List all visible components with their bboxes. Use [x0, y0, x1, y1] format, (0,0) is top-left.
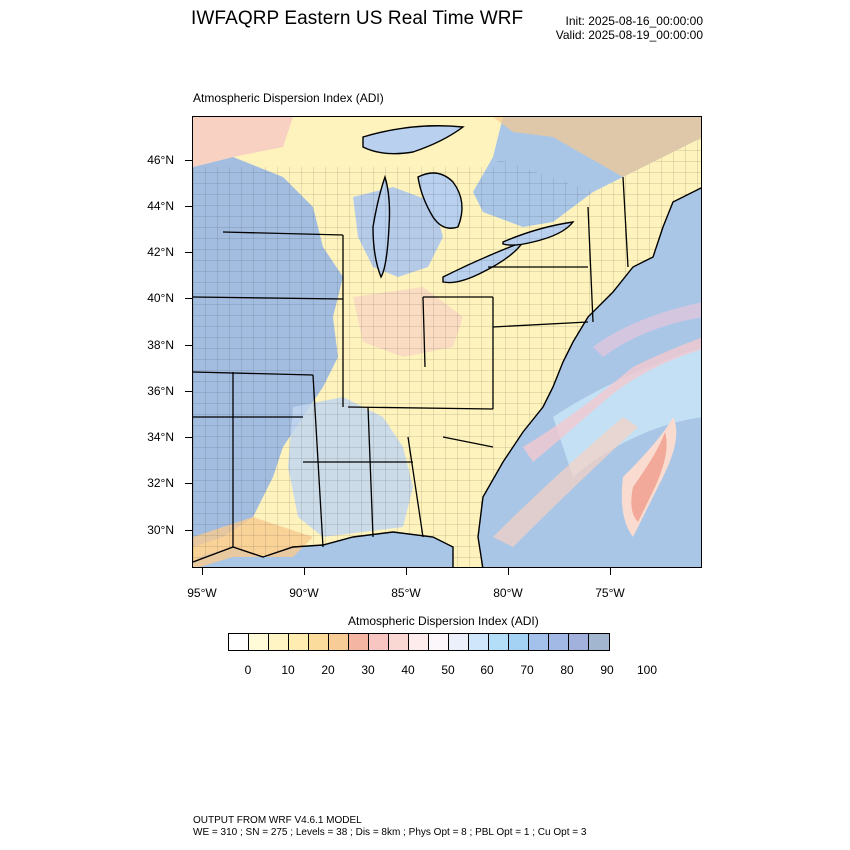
colorbar-label: 0	[244, 663, 252, 677]
colorbar-label: 100	[636, 663, 658, 677]
colorbar-title: Atmospheric Dispersion Index (ADI)	[348, 614, 539, 628]
colorbar-cell	[589, 634, 609, 650]
lat-tick	[185, 483, 192, 484]
lon-tick	[304, 568, 305, 575]
colorbar-cell	[409, 634, 429, 650]
colorbar-cell	[249, 634, 269, 650]
colorbar-label: 80	[560, 663, 574, 677]
colorbar-cell	[289, 634, 309, 650]
colorbar-cell	[469, 634, 489, 650]
valid-time-label: Valid: 2025-08-19_00:00:00	[555, 28, 703, 42]
colorbar-cell	[349, 634, 369, 650]
colorbar-label: 40	[401, 663, 415, 677]
colorbar-cell	[569, 634, 589, 650]
init-time-label: Init: 2025-08-16_00:00:00	[565, 14, 703, 28]
lat-label: 34°N	[147, 430, 174, 444]
colorbar-cell	[509, 634, 529, 650]
lat-tick	[185, 298, 192, 299]
county-boundaries	[193, 138, 701, 567]
colorbar-cell	[529, 634, 549, 650]
colorbar-label: 60	[480, 663, 494, 677]
colorbar-cell	[229, 634, 249, 650]
lon-label: 95°W	[187, 586, 217, 600]
colorbar-cell	[309, 634, 329, 650]
lat-label: 44°N	[147, 199, 174, 213]
ocean-band-pink	[523, 337, 701, 462]
lon-tick	[202, 568, 203, 575]
gulf-coastline	[193, 531, 454, 567]
footer-line-1: OUTPUT FROM WRF V4.6.1 MODEL	[193, 815, 362, 826]
ocean-cell-core	[631, 432, 667, 522]
lon-tick	[406, 568, 407, 575]
lake-superior	[362, 125, 465, 155]
footer-line-2: WE = 310 ; SN = 275 ; Levels = 38 ; Dis …	[193, 827, 587, 838]
lat-label: 42°N	[147, 245, 174, 259]
colorbar-label: 90	[600, 663, 614, 677]
lon-tick	[610, 568, 611, 575]
lat-tick	[185, 530, 192, 531]
lon-label: 85°W	[391, 586, 421, 600]
colorbar-label: 20	[321, 663, 335, 677]
ocean-band-violet	[593, 302, 701, 357]
lon-tick	[508, 568, 509, 575]
colorbar-cell	[329, 634, 349, 650]
colorbar-label: 50	[441, 663, 455, 677]
pink-region-north	[193, 117, 293, 167]
lat-label: 46°N	[147, 153, 174, 167]
lat-label: 38°N	[147, 338, 174, 352]
lat-label: 40°N	[147, 291, 174, 305]
model-info-footer: OUTPUT FROM WRF V4.6.1 MODEL WE = 310 ; …	[193, 815, 586, 839]
lon-label: 80°W	[493, 586, 523, 600]
colorbar-cell	[369, 634, 389, 650]
colorbar	[228, 633, 610, 651]
colorbar-cell	[269, 634, 289, 650]
colorbar-label: 10	[281, 663, 295, 677]
colorbar-label: 70	[520, 663, 534, 677]
colorbar-cell	[429, 634, 449, 650]
lat-tick	[185, 437, 192, 438]
lat-tick	[185, 160, 192, 161]
page-title: IWFAQRP Eastern US Real Time WRF	[191, 8, 524, 29]
lat-tick	[185, 206, 192, 207]
lat-tick	[185, 345, 192, 346]
ocean-band	[553, 347, 701, 477]
lat-tick	[185, 391, 192, 392]
colorbar-cell	[489, 634, 509, 650]
atlantic-coastline	[477, 187, 701, 567]
lat-label: 30°N	[147, 523, 174, 537]
colorbar-cell	[389, 634, 409, 650]
adi-map-svg	[193, 117, 701, 567]
map-subtitle: Atmospheric Dispersion Index (ADI)	[193, 91, 384, 105]
colorbar-label: 30	[361, 663, 375, 677]
colorbar-cell	[449, 634, 469, 650]
lat-tick	[185, 252, 192, 253]
state-boundaries	[193, 176, 629, 548]
orange-region-canada	[493, 117, 701, 177]
lat-label: 36°N	[147, 384, 174, 398]
lat-label: 32°N	[147, 476, 174, 490]
adi-map	[192, 116, 702, 568]
ocean-band-warm	[493, 417, 638, 547]
lon-label: 75°W	[595, 586, 625, 600]
lon-label: 90°W	[289, 586, 319, 600]
colorbar-cell	[549, 634, 569, 650]
